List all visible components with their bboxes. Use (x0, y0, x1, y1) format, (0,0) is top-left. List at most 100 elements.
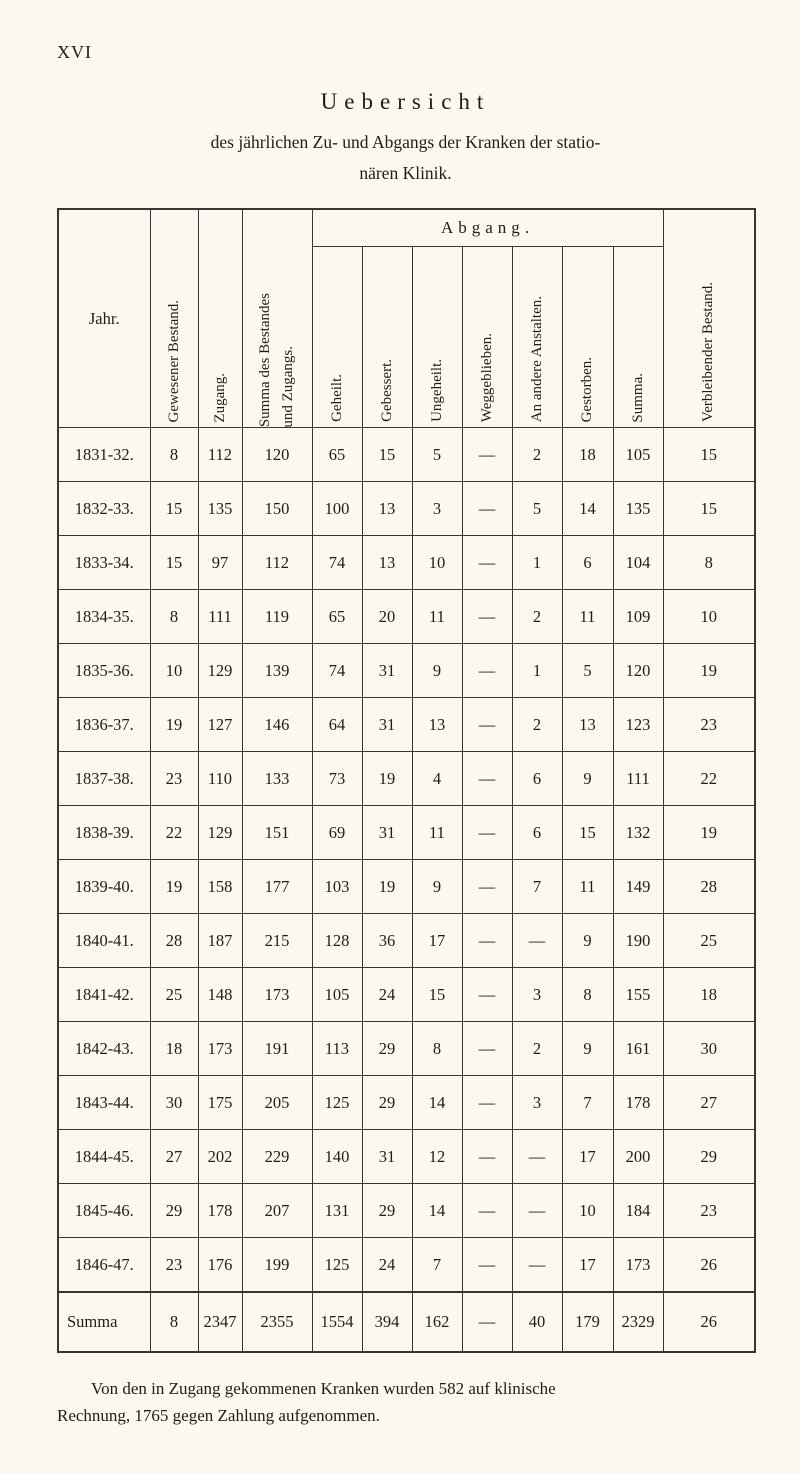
value-cell: 22 (662, 751, 756, 807)
col-header-an-andere-anstalten-label: An andere Anstalten. (528, 296, 545, 423)
subtitle-line-2: nären Klinik. (359, 162, 452, 183)
summa-value-cell: 40 (511, 1291, 563, 1353)
value-cell: 125 (311, 1237, 363, 1293)
footnote: Von den in Zugang gekommenen Kranken wur… (57, 1375, 754, 1429)
value-cell: 120 (612, 643, 664, 699)
table-footer: Summa 8 2347 2355 1554 394 162 — 40 179 … (57, 1291, 756, 1353)
value-cell: 178 (612, 1075, 664, 1131)
value-cell: 36 (361, 913, 413, 969)
col-header-summa-bestand-zugang-line-1: Summa des Bestandes (257, 293, 273, 428)
summa-value-cell: 394 (361, 1291, 413, 1353)
value-cell: 111 (612, 751, 664, 807)
footnote-line-2: Rechnung, 1765 gegen Zahlung aufgenommen… (57, 1406, 380, 1426)
value-cell: 187 (197, 913, 243, 969)
value-cell: 15 (149, 481, 199, 537)
value-cell: 8 (561, 967, 614, 1023)
value-cell: — (461, 967, 513, 1023)
value-cell: 12 (411, 1129, 463, 1185)
value-cell: 4 (411, 751, 463, 807)
table-row: 1846-47. 23 176 199 125 24 7— —17 173 26 (57, 1237, 756, 1293)
table-header: Jahr. Gewesener Bestand. Zugang. Summa d… (57, 208, 756, 429)
value-cell: — (461, 643, 513, 699)
value-cell: 9 (561, 751, 614, 807)
value-cell: 28 (149, 913, 199, 969)
value-cell: 30 (149, 1075, 199, 1131)
summa-value-cell: 1554 (311, 1291, 363, 1353)
value-cell: 120 (241, 427, 313, 483)
table-row: 1833-34. 15 97 112 74 13 10—1 6 104 8 (57, 535, 756, 591)
value-cell: 150 (241, 481, 313, 537)
year-cell: 1835-36. (57, 643, 151, 699)
value-cell: 105 (612, 427, 664, 483)
value-cell: 6 (561, 535, 614, 591)
value-cell: 135 (197, 481, 243, 537)
value-cell: 161 (612, 1021, 664, 1077)
value-cell: 2 (511, 427, 563, 483)
value-cell: 64 (311, 697, 363, 753)
col-header-gewesener-bestand: Gewesener Bestand. (149, 208, 199, 429)
value-cell: 29 (361, 1021, 413, 1077)
value-cell: 65 (311, 427, 363, 483)
value-cell: 13 (361, 535, 413, 591)
summa-row: Summa 8 2347 2355 1554 394 162 — 40 179 … (57, 1291, 756, 1353)
value-cell: 15 (662, 427, 756, 483)
value-cell: 133 (241, 751, 313, 807)
col-header-gebessert: Gebessert. (361, 246, 413, 429)
year-cell: 1834-35. (57, 589, 151, 645)
value-cell: 9 (411, 859, 463, 915)
value-cell: 191 (241, 1021, 313, 1077)
value-cell: — (511, 1129, 563, 1185)
value-cell: 29 (662, 1129, 756, 1185)
value-cell: 148 (197, 967, 243, 1023)
col-header-an-andere-anstalten: An andere Anstalten. (511, 246, 563, 429)
value-cell: — (511, 1183, 563, 1239)
value-cell: 17 (411, 913, 463, 969)
value-cell: 155 (612, 967, 664, 1023)
document-page: XVI Uebersicht des jährlichen Zu- und Ab… (57, 42, 757, 1429)
table-row: 1843-44. 30 175 205 125 29 14—3 7 178 27 (57, 1075, 756, 1131)
value-cell: 132 (612, 805, 664, 861)
col-header-verbleibender-bestand: Verbleibender Bestand. (662, 208, 756, 429)
value-cell: 24 (361, 1237, 413, 1293)
value-cell: 23 (662, 1183, 756, 1239)
value-cell: 23 (662, 697, 756, 753)
table-row: 1838-39. 22 129 151 69 31 11—6 15 132 19 (57, 805, 756, 861)
value-cell: 1 (511, 643, 563, 699)
value-cell: 8 (149, 427, 199, 483)
table-row: 1845-46. 29 178 207 131 29 14— —10 184 23 (57, 1183, 756, 1239)
value-cell: — (461, 805, 513, 861)
value-cell: 19 (662, 805, 756, 861)
year-cell: 1836-37. (57, 697, 151, 753)
col-header-summa-bestand-zugang-line-2: und Zugangs. (280, 345, 296, 428)
value-cell: 131 (311, 1183, 363, 1239)
summa-value-cell: 2329 (612, 1291, 664, 1353)
col-header-gestorben: Gestorben. (561, 246, 614, 429)
value-cell: 13 (561, 697, 614, 753)
year-cell: 1833-34. (57, 535, 151, 591)
value-cell: — (461, 1075, 513, 1131)
subtitle: des jährlichen Zu- und Abgangs der Krank… (57, 127, 754, 188)
value-cell: 19 (149, 697, 199, 753)
value-cell: 158 (197, 859, 243, 915)
value-cell: 26 (662, 1237, 756, 1293)
value-cell: 109 (612, 589, 664, 645)
year-cell: 1844-45. (57, 1129, 151, 1185)
value-cell: 7 (411, 1237, 463, 1293)
summa-value-cell: 162 (411, 1291, 463, 1353)
value-cell: 128 (311, 913, 363, 969)
year-cell: 1837-38. (57, 751, 151, 807)
value-cell: — (461, 913, 513, 969)
value-cell: — (461, 859, 513, 915)
col-group-header-abgang: Abgang. (311, 208, 664, 248)
page-number: XVI (57, 42, 92, 62)
table-body: 1831-32. 8 112 120 65 15 5—2 18 105 15 1832-33. 15 1… (57, 427, 756, 1293)
col-header-weggeblieben-label: Weggeblieben. (478, 333, 495, 423)
value-cell: 13 (361, 481, 413, 537)
value-cell: — (511, 1237, 563, 1293)
subtitle-line-1: des jährlichen Zu- und Abgangs der Krank… (210, 132, 601, 152)
value-cell: 129 (197, 805, 243, 861)
summa-value-cell: 2355 (241, 1291, 313, 1353)
value-cell: 6 (511, 751, 563, 807)
year-cell: 1842-43. (57, 1021, 151, 1077)
value-cell: 173 (241, 967, 313, 1023)
